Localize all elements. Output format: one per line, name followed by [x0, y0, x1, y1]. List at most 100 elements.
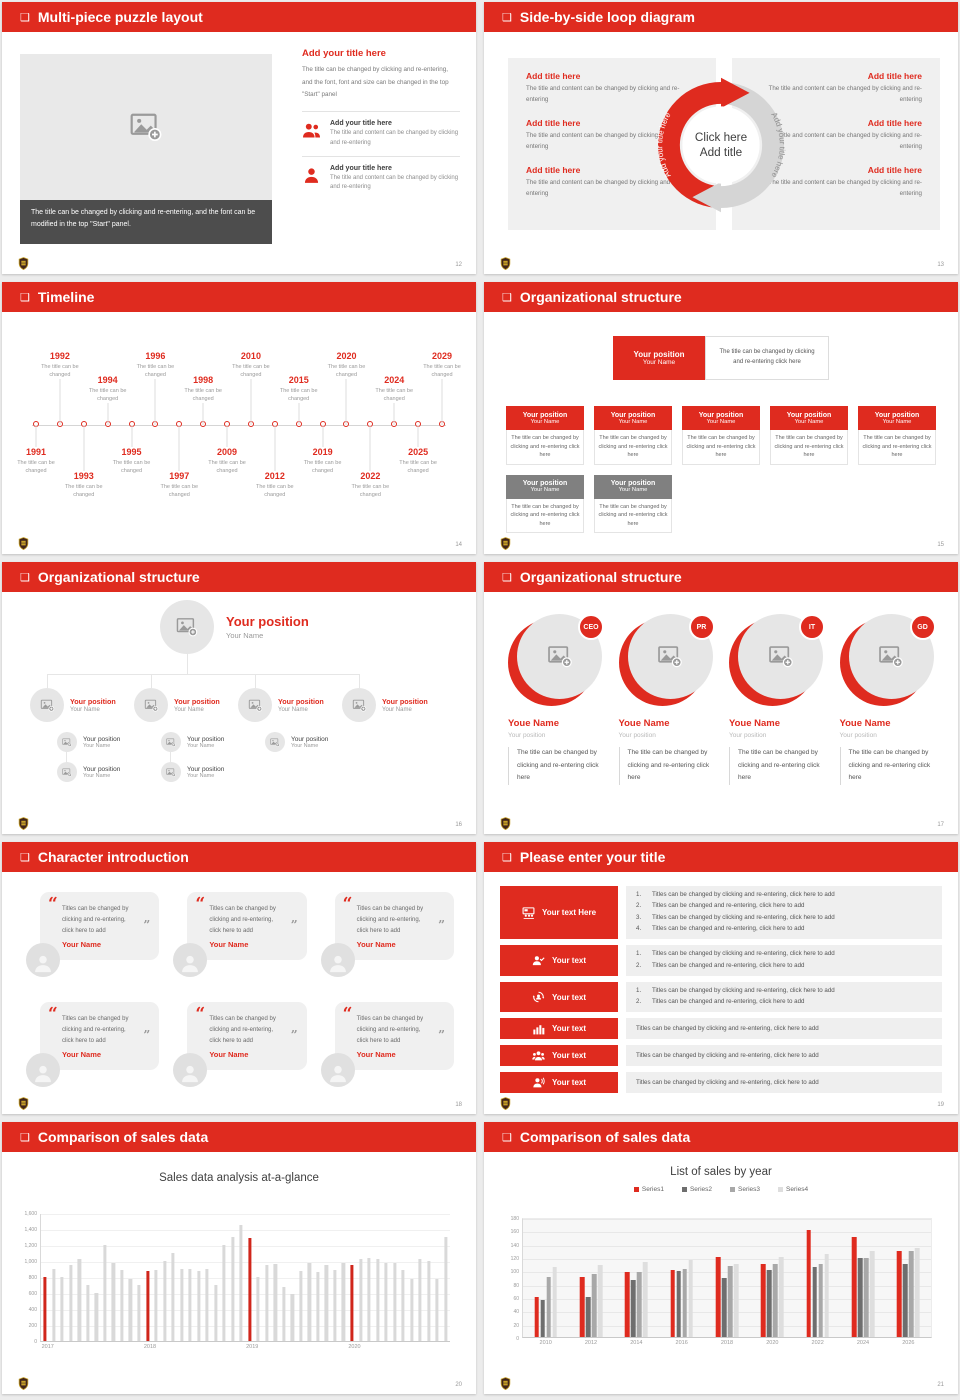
red-label-block[interactable]: Your text Here	[500, 886, 618, 940]
slide-14-timeline[interactable]: ❑ Timeline 1991 The title can be changed 1…	[2, 282, 476, 554]
page-number: 19	[937, 1102, 944, 1108]
bar	[162, 1261, 167, 1341]
timeline-note: The title can be changed	[64, 484, 103, 499]
numbered-item: 1. Titles can be changed by clicking and …	[636, 891, 932, 900]
red-label-block[interactable]: Your text	[500, 1045, 618, 1067]
slide-18-character-introduction[interactable]: ❑ Character introduction “ ” Titles can be…	[2, 842, 476, 1114]
series-bar	[727, 1265, 733, 1337]
x-axis-label: 2020	[348, 1344, 361, 1350]
sub-text: Your position Your Name	[187, 736, 224, 749]
x-axis-label: 2022	[811, 1340, 824, 1346]
slide-17-org-structure-circles[interactable]: ❑ Organizational structure CEO Youe Name Y…	[484, 562, 958, 834]
sub-name: Your Name	[291, 742, 319, 749]
image-placeholder[interactable]	[20, 54, 272, 200]
avatar-placeholder[interactable]	[30, 688, 64, 722]
avatar-placeholder[interactable]	[738, 614, 823, 699]
timeline-entry: 1992 The title can be changed	[37, 351, 83, 380]
sub-position: Your position	[291, 735, 329, 743]
series-bar	[806, 1230, 811, 1337]
person-sync-icon	[532, 991, 545, 1003]
card-position: Your position	[786, 411, 832, 419]
item-text: The title and content can be changed by …	[768, 132, 922, 150]
loop-text-item: Add title here The title and content can …	[750, 71, 922, 105]
red-label-block[interactable]: Your text	[500, 1072, 618, 1094]
red-label-block[interactable]: Your text	[500, 981, 618, 1013]
item-number: 3.	[636, 913, 642, 921]
series-bar	[761, 1263, 766, 1337]
chart-legend: Series1 Series2 Series3 Series4	[484, 1186, 958, 1193]
x-axis-label: 2018	[143, 1344, 157, 1350]
label-text: Your text	[551, 992, 587, 1002]
bar	[341, 1262, 346, 1341]
gray-arrowhead	[692, 181, 721, 213]
red-label-block[interactable]: Your text	[500, 945, 618, 976]
page-number: 15	[937, 542, 944, 548]
x-axis-label: 2016	[675, 1340, 688, 1346]
sub-name: Your Name	[187, 742, 215, 749]
square-bullet-icon: ❑	[502, 291, 512, 304]
red-label-block[interactable]: Your text	[500, 1018, 618, 1040]
slide-21-sales-by-year-chart[interactable]: ❑ Comparison of sales data List of sales…	[484, 1122, 958, 1394]
avatar-person-icon	[328, 953, 348, 973]
member-name: Youe Name	[508, 718, 560, 729]
slide-title: Comparison of sales data	[37, 1129, 209, 1145]
timeline-year: 2015	[288, 374, 309, 385]
branch-name: Your Name	[70, 707, 100, 713]
avatar-placeholder[interactable]	[342, 688, 376, 722]
slide-20-sales-comparison-chart[interactable]: ❑ Comparison of sales data Sales data an…	[2, 1122, 476, 1394]
bar	[375, 1259, 380, 1341]
y-axis-label: 0	[516, 1336, 519, 1342]
gridline	[523, 1232, 931, 1234]
square-bullet-icon: ❑	[502, 571, 512, 584]
people-icon	[302, 122, 321, 139]
slide-title-bar: ❑ Organizational structure	[2, 562, 476, 592]
y-axis-label: 120	[510, 1256, 519, 1262]
gridline	[41, 1214, 450, 1215]
timeline-note: The title can be changed	[351, 484, 390, 499]
y-axis-label: 180	[510, 1216, 519, 1222]
org-member: GD Youe Name Your position The title can be…	[839, 614, 936, 786]
slide-19-please-enter-your-title[interactable]: ❑ Please enter your title Your text Here…	[484, 842, 958, 1114]
open-quote-icon: “	[195, 894, 206, 914]
bar	[60, 1277, 64, 1341]
image-placeholder-icon	[176, 617, 198, 637]
card-name: Your Name	[618, 418, 648, 425]
legend-label: Series1	[641, 1186, 664, 1193]
timeline-year: 2012	[264, 471, 285, 481]
quote-card: “ ” Titles can be changed by clicking and …	[320, 1002, 454, 1087]
role-badge: GD	[909, 614, 936, 640]
tree-connector	[187, 654, 188, 674]
card-name: Your Name	[794, 418, 824, 425]
slide-15-org-structure-boxes[interactable]: ❑ Organizational structure Your position…	[484, 282, 958, 554]
timeline-note: The title can be changed	[256, 484, 294, 499]
presentation-icon	[522, 907, 535, 919]
y-axis-label: 40	[513, 1309, 519, 1316]
timeline-connector	[107, 403, 109, 425]
square-bullet-icon: ❑	[20, 11, 30, 24]
title-list-row: Your text 1. Titles can be changed by clic…	[500, 945, 942, 976]
slide-title: Character introduction	[37, 849, 189, 865]
square-bullet-icon: ❑	[502, 11, 512, 24]
item-text: Titles can be changed by clicking and re…	[636, 1052, 819, 1060]
series-bar	[897, 1251, 902, 1337]
slide-13-loop-diagram[interactable]: ❑ Side-by-side loop diagram Add title he…	[484, 2, 958, 274]
slide-12-multi-piece-puzzle[interactable]: ❑ Multi-piece puzzle layout The title ca…	[2, 2, 476, 274]
branch-name: Your Name	[278, 707, 308, 713]
avatar-placeholder[interactable]	[160, 600, 214, 654]
page-number: 17	[937, 822, 944, 828]
org-cards-row-1: Your position Your Name The title can be c…	[484, 406, 958, 465]
timeline-year: 1994	[97, 374, 118, 385]
text-block: 1. Titles can be changed by clicking and …	[626, 945, 942, 976]
numbered-item: 2. Titles can be changed and re-entering,…	[636, 998, 932, 1007]
section-heading: Add your title here	[302, 48, 386, 59]
timeline-connector	[154, 379, 156, 425]
avatar-placeholder	[265, 732, 285, 752]
org-member: IT Youe Name Your position The title can be…	[729, 614, 825, 786]
slide-16-org-structure-tree[interactable]: ❑ Organizational structure Your position…	[2, 562, 476, 834]
item-text: Titles can be changed by clicking and re…	[652, 913, 835, 921]
timeline-connector	[417, 425, 419, 447]
avatar-placeholder[interactable]	[238, 688, 272, 722]
org-members-row: CEO Youe Name Your position The title can b…	[484, 614, 958, 786]
bar	[290, 1293, 294, 1341]
avatar-placeholder[interactable]	[134, 688, 168, 722]
